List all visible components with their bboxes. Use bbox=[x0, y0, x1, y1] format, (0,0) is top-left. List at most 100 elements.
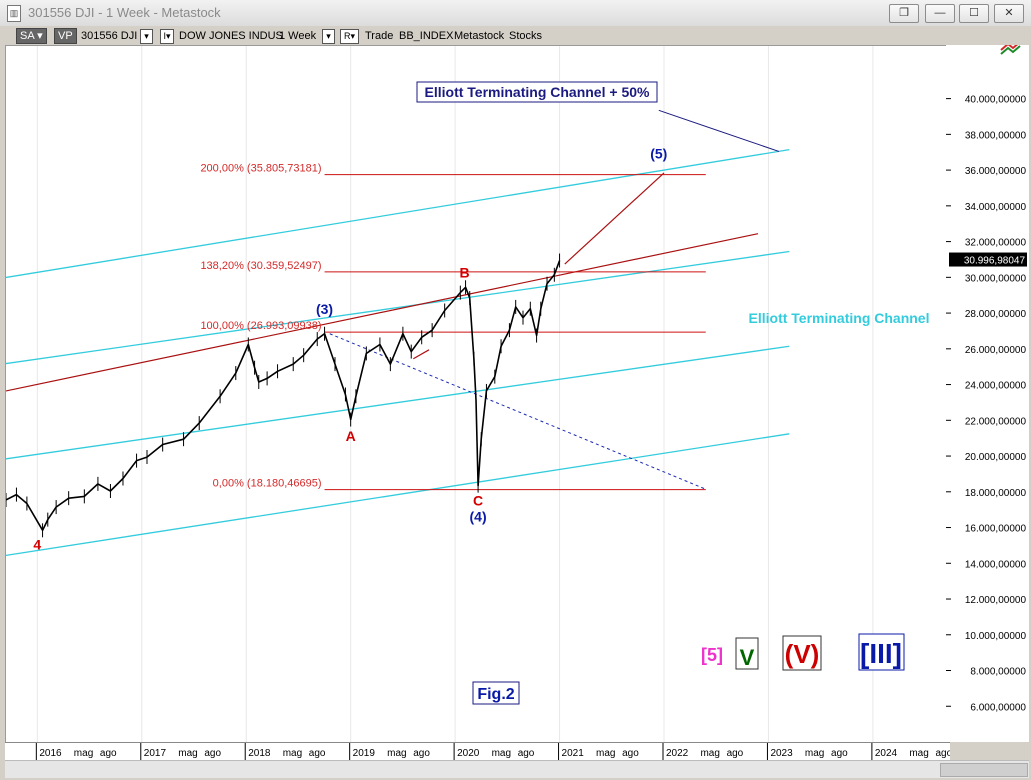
fib-level-label: 200,00% (35.805,73181) bbox=[200, 163, 321, 175]
x-tick-label: mag bbox=[387, 748, 406, 759]
restore-icon[interactable]: ❐ bbox=[889, 4, 919, 23]
x-tick-label: 2016 bbox=[39, 748, 62, 759]
y-tick-label: 14.000,00000 bbox=[965, 559, 1027, 570]
x-tick-label: ago bbox=[100, 748, 117, 759]
y-tick-label: 36.000,00000 bbox=[965, 166, 1027, 177]
sa-label: SA bbox=[20, 30, 35, 42]
degree-label-v: V bbox=[740, 645, 755, 670]
channel-50-box bbox=[416, 81, 658, 103]
y-axis[interactable]: 40.000,00000 38.000,00000 36.000,00000 34.0… bbox=[946, 41, 1029, 742]
y-axis-scale: 40.000,00000 38.000,00000 36.000,00000 34.0… bbox=[946, 41, 1027, 713]
price-chart-area[interactable]: 200,00% (35.805,73181) 138,20% (30.359,52… bbox=[5, 45, 947, 744]
fig-label: Fig.2 bbox=[477, 686, 514, 703]
wave-label: C bbox=[473, 492, 483, 508]
period-label: 1 Week bbox=[279, 30, 317, 42]
x-tick-label: mag bbox=[700, 748, 719, 759]
x-tick-label: ago bbox=[309, 748, 326, 759]
channel-50-label: Elliott Terminating Channel + 50% bbox=[425, 84, 650, 100]
title-bar: ▥ 301556 DJI - 1 Week - Metastock ❐ — ☐ … bbox=[0, 0, 1031, 27]
y-tick-label: 28.000,00000 bbox=[965, 309, 1027, 320]
type-label: Stocks bbox=[509, 30, 543, 42]
channel-line bbox=[6, 149, 790, 279]
x-tick-label: mag bbox=[283, 748, 302, 759]
wave-label: B bbox=[459, 264, 469, 280]
wave-label: 4 bbox=[33, 536, 41, 552]
x-axis[interactable]: 2016 mag ago 2017 mag ago 2018 mag ago 2019 mag ago… bbox=[5, 742, 953, 761]
x-tick-label: mag bbox=[805, 748, 824, 759]
channel-label: Elliott Terminating Channel bbox=[749, 310, 930, 326]
price-series-line bbox=[6, 260, 561, 532]
vp-button[interactable]: VP bbox=[54, 28, 77, 44]
degree-label-III: [III] bbox=[860, 638, 902, 669]
x-tick-label: ago bbox=[413, 748, 430, 759]
y-tick-label: 20.000,00000 bbox=[965, 452, 1027, 463]
y-tick-label: 38.000,00000 bbox=[965, 130, 1027, 141]
degree-label-5: [5] bbox=[701, 645, 723, 665]
x-tick-label: 2020 bbox=[457, 748, 480, 759]
x-tick-label: mag bbox=[74, 748, 93, 759]
horizontal-scrollbar[interactable] bbox=[5, 760, 1029, 778]
scroll-thumb[interactable] bbox=[940, 763, 1028, 777]
x-tick-label: mag bbox=[596, 748, 615, 759]
chart-tool-icon[interactable] bbox=[1000, 41, 1021, 55]
period-dropdown-icon[interactable]: ▾ bbox=[322, 29, 335, 44]
chart-toolbar: SA ▾ VP 301556 DJI ▾ I▾ DOW JONES INDUS … bbox=[0, 26, 1031, 46]
degree-box-v bbox=[735, 637, 759, 670]
fib-level-label: 100,00% (26.993,09938) bbox=[200, 320, 321, 332]
x-tick-label: ago bbox=[622, 748, 639, 759]
x-tick-label: ago bbox=[727, 748, 744, 759]
y-tick-label: 16.000,00000 bbox=[965, 524, 1027, 535]
price-chart: 200,00% (35.805,73181) 138,20% (30.359,52… bbox=[6, 46, 930, 743]
trend-line bbox=[564, 172, 665, 265]
x-tick-label: 2023 bbox=[770, 748, 793, 759]
last-price-box bbox=[949, 252, 1027, 267]
x-tick-label: mag bbox=[178, 748, 197, 759]
y-tick-label: 18.000,00000 bbox=[965, 488, 1027, 499]
x-tick-label: 2017 bbox=[144, 748, 167, 759]
x-tick-label: ago bbox=[831, 748, 848, 759]
chart-document-icon: ▥ bbox=[7, 5, 21, 22]
channel-line bbox=[6, 433, 790, 556]
y-tick-label: 22.000,00000 bbox=[965, 416, 1027, 427]
y-tick-label: 40.000,00000 bbox=[965, 95, 1027, 106]
maximize-icon[interactable]: ☐ bbox=[959, 4, 989, 23]
symbol-label: 301556 DJI bbox=[81, 30, 138, 42]
i-dropdown-icon[interactable]: I▾ bbox=[160, 29, 174, 44]
fib-level-label: 0,00% (18.180,46695) bbox=[213, 478, 322, 490]
y-tick-label: 12.000,00000 bbox=[965, 595, 1027, 606]
x-tick-label: mag bbox=[909, 748, 928, 759]
wave-label: (4) bbox=[470, 508, 487, 524]
vp-label: VP bbox=[58, 30, 73, 42]
wave-label: (3) bbox=[316, 301, 333, 317]
x-tick-label: 2022 bbox=[666, 748, 689, 759]
x-tick-label: ago bbox=[518, 748, 535, 759]
close-icon[interactable]: ✕ bbox=[994, 4, 1024, 23]
y-tick-label: 8.000,00000 bbox=[970, 667, 1026, 678]
trend-line bbox=[413, 349, 430, 360]
degree-box-III bbox=[858, 633, 905, 671]
x-tick-label: 2021 bbox=[562, 748, 585, 759]
x-tick-label: ago bbox=[935, 748, 950, 759]
fib-level-label: 138,20% (30.359,52497) bbox=[200, 260, 321, 272]
window-title: 301556 DJI - 1 Week - Metastock bbox=[28, 5, 221, 20]
x-axis-scale: 2016 mag ago 2017 mag ago 2018 mag ago 2019 mag ago… bbox=[35, 743, 953, 761]
r-label: R bbox=[343, 31, 351, 41]
sa-button[interactable]: SA ▾ bbox=[16, 28, 47, 44]
fig-box bbox=[472, 681, 520, 705]
channel-line bbox=[6, 250, 790, 365]
channel-line bbox=[6, 345, 790, 460]
y-tick-label: 24.000,00000 bbox=[965, 381, 1027, 392]
r-dropdown-icon[interactable]: R▾ bbox=[340, 29, 359, 44]
degree-label-V: (V) bbox=[785, 639, 820, 669]
annotation-pointer-line bbox=[658, 109, 780, 152]
symbol-dropdown-icon[interactable]: ▾ bbox=[140, 29, 153, 44]
wave-label: A bbox=[346, 428, 356, 444]
x-tick-label: 2018 bbox=[248, 748, 271, 759]
x-tick-label: ago bbox=[204, 748, 221, 759]
y-tick-label: 10.000,00000 bbox=[965, 631, 1027, 642]
source-label: Metastock bbox=[454, 30, 505, 42]
minimize-icon[interactable]: — bbox=[925, 4, 955, 23]
x-tick-label: 2024 bbox=[875, 748, 898, 759]
y-tick-label: 34.000,00000 bbox=[965, 202, 1027, 213]
